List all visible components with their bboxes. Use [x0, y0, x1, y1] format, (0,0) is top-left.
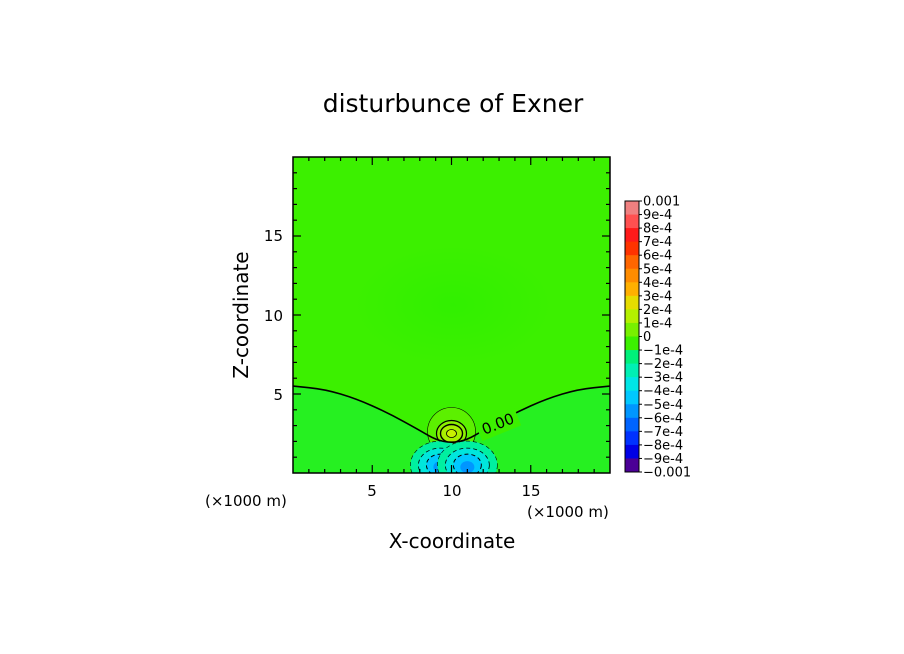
- colorbar-swatch: [625, 458, 639, 473]
- plot-area: 0.00: [293, 157, 610, 473]
- colorbar-swatch: [625, 268, 639, 283]
- x-tick-label: 15: [521, 482, 540, 500]
- contour-label-bg: [474, 406, 522, 442]
- zero-contour-line: [293, 385, 610, 443]
- colorbar-label: −6e-4: [643, 411, 683, 426]
- colorbar-label: −2e-4: [643, 357, 683, 372]
- axis-ticks: [293, 157, 610, 473]
- y-axis-label: Z-coordinate: [229, 251, 253, 378]
- colorbar: 0.0019e-48e-47e-46e-45e-44e-43e-42e-41e-…: [624, 195, 691, 481]
- colorbar-label: −9e-4: [643, 452, 683, 467]
- colorbar-swatch: [625, 350, 639, 364]
- x-tick-label: 10: [442, 482, 461, 500]
- colorbar-swatch: [625, 282, 639, 297]
- y-tick-label: 5: [273, 386, 283, 404]
- x-tick-label: 5: [367, 482, 377, 500]
- colorbar-label: −7e-4: [643, 425, 683, 440]
- chart-title: disturbunce of Exner: [323, 89, 584, 118]
- negative-min-marker: [460, 461, 475, 473]
- upper-field-region: [353, 245, 553, 365]
- z-unit-label: (×1000 m): [205, 492, 287, 510]
- colorbar-label: 6e-4: [643, 249, 672, 264]
- field-features: [410, 407, 498, 473]
- colorbar-label: 0.001: [643, 195, 680, 210]
- y-tick-label: 10: [264, 307, 283, 325]
- colorbar-swatch: [625, 377, 639, 392]
- colorbar-label: −5e-4: [643, 398, 683, 413]
- colorbar-swatch: [625, 322, 639, 337]
- colorbar-label: 7e-4: [643, 235, 672, 250]
- colorbar-swatch: [625, 295, 639, 310]
- colorbar-swatch: [625, 255, 639, 270]
- colorbar-label: 9e-4: [643, 208, 672, 223]
- positive-max-marker: [446, 429, 457, 438]
- colorbar-swatch: [625, 241, 639, 256]
- colorbar-swatch: [625, 214, 639, 229]
- colorbar-label: −4e-4: [643, 384, 683, 399]
- colorbar-swatch: [625, 431, 639, 446]
- colorbar-label: 4e-4: [643, 276, 672, 291]
- colorbar-label: −8e-4: [643, 438, 683, 453]
- colorbar-label: 8e-4: [643, 222, 672, 237]
- x-unit-label: (×1000 m): [527, 503, 609, 521]
- colorbar-swatch: [625, 417, 639, 432]
- colorbar-swatch: [625, 444, 639, 459]
- colorbar-swatch: [625, 201, 639, 215]
- lower-field-region: [293, 386, 610, 473]
- colorbar-swatch: [625, 228, 639, 243]
- colorbar-label: −3e-4: [643, 371, 683, 386]
- colorbar-label: −0.001: [643, 466, 691, 481]
- colorbar-label: −1e-4: [643, 344, 683, 359]
- colorbar-swatch: [625, 404, 639, 419]
- colorbar-label: 1e-4: [643, 316, 672, 331]
- colorbar-swatch: [625, 309, 639, 324]
- y-tick-label: 15: [264, 227, 283, 245]
- colorbar-label: 0: [643, 330, 651, 345]
- colorbar-label: 3e-4: [643, 289, 672, 304]
- colorbar-label: 2e-4: [643, 303, 672, 318]
- x-axis-label: X-coordinate: [389, 529, 516, 553]
- colorbar-swatch: [625, 336, 639, 351]
- colorbar-swatch: [625, 363, 639, 378]
- colorbar-swatch: [625, 390, 639, 405]
- colorbar-label: 5e-4: [643, 262, 672, 277]
